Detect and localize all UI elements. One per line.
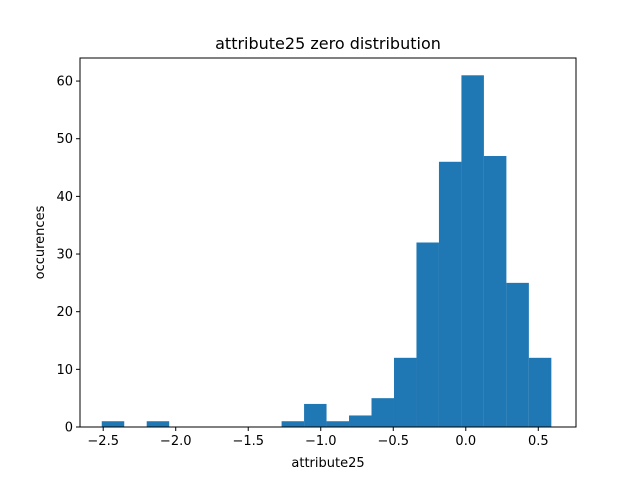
y-axis-ticks: 0 10 20 30 40 50 60 bbox=[56, 75, 80, 436]
x-tick-label: −2.5 bbox=[87, 434, 119, 449]
y-tick-label: 50 bbox=[56, 132, 73, 147]
histogram-bar bbox=[146, 421, 170, 427]
histogram-bar bbox=[326, 421, 350, 427]
x-tick-label: −0.5 bbox=[377, 434, 409, 449]
histogram-bar bbox=[416, 242, 439, 427]
x-tick-label: −1.0 bbox=[305, 434, 337, 449]
bars-group bbox=[101, 75, 552, 427]
x-tick-label: 0.5 bbox=[528, 434, 549, 449]
histogram-bar bbox=[304, 403, 327, 427]
histogram-bar bbox=[438, 161, 462, 427]
y-tick-label: 0 bbox=[65, 421, 73, 436]
x-tick-label: 0.0 bbox=[455, 434, 476, 449]
y-tick-label: 30 bbox=[56, 248, 73, 263]
histogram-bar bbox=[483, 156, 507, 427]
y-tick-label: 10 bbox=[56, 363, 73, 378]
plot-frame bbox=[79, 57, 577, 428]
x-tick-label: −1.5 bbox=[232, 434, 264, 449]
histogram-bar bbox=[461, 75, 484, 427]
y-tick-label: 60 bbox=[56, 75, 73, 90]
histogram-bar bbox=[371, 398, 394, 427]
y-axis-label: occurences bbox=[33, 205, 48, 279]
histogram-bar bbox=[281, 421, 305, 427]
histogram-bar bbox=[506, 282, 529, 427]
x-tick-label: −2.0 bbox=[160, 434, 192, 449]
x-axis-label: attribute25 bbox=[291, 456, 364, 471]
y-tick-label: 40 bbox=[56, 190, 73, 205]
chart-title: attribute25 zero distribution bbox=[215, 34, 441, 53]
x-axis-ticks: −2.5 −2.0 −1.5 −1.0 −0.5 0.0 0.5 bbox=[87, 427, 549, 449]
histogram-bar bbox=[528, 357, 552, 427]
y-tick-label: 20 bbox=[56, 305, 73, 320]
histogram-bar bbox=[101, 421, 125, 427]
histogram-bar bbox=[393, 357, 417, 427]
histogram-bar bbox=[349, 415, 372, 427]
